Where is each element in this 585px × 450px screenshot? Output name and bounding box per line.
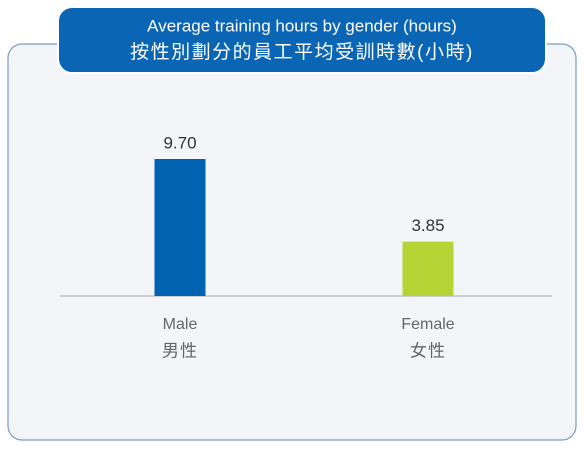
x-tick-label-zh: 男性 <box>162 341 198 360</box>
chart-title: Average training hours by gender (hours) <box>147 16 457 35</box>
title-banner <box>57 6 547 74</box>
bar <box>402 241 454 296</box>
x-tick-label-zh: 女性 <box>410 341 446 360</box>
value-label: 3.85 <box>411 216 444 235</box>
value-label: 9.70 <box>163 133 196 152</box>
x-tick-label: Female <box>401 316 454 333</box>
bar <box>154 159 206 296</box>
panel <box>7 43 577 441</box>
x-tick-label: Male <box>163 316 198 333</box>
chart-subtitle: 按性別劃分的員工平均受訓時數(小時) <box>130 41 474 63</box>
